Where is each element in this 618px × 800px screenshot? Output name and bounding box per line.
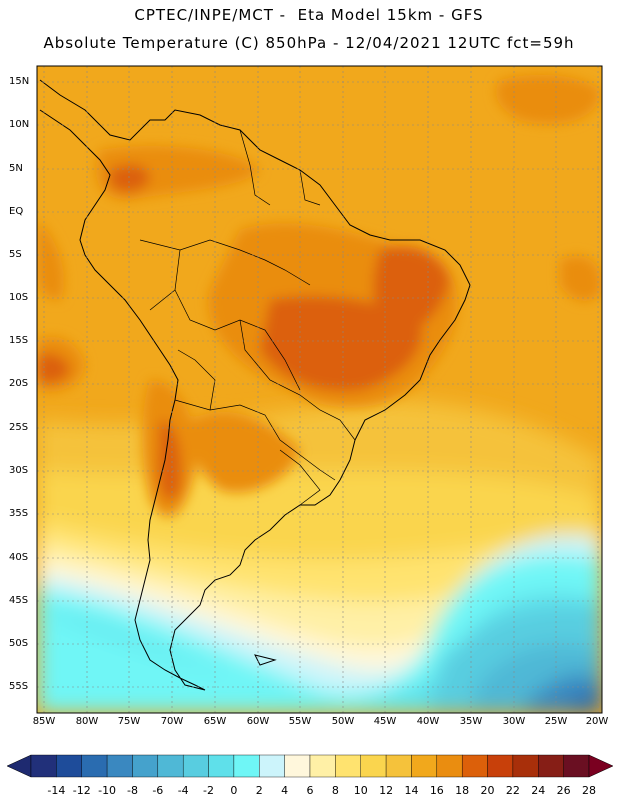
colorbar-tick-label: 10 (353, 784, 368, 797)
colorbar-tick-label: -6 (152, 784, 164, 797)
colorbar-low-arrow (6, 754, 32, 778)
title-line-2: Absolute Temperature (C) 850hPa - 12/04/… (43, 34, 575, 52)
lon-label: 65W (203, 716, 227, 727)
colorbar (6, 754, 614, 778)
lat-label: 45S (9, 595, 29, 606)
colorbar-swatch (30, 754, 57, 778)
colorbar-swatch (157, 754, 184, 778)
colorbar-tick-label: 18 (455, 784, 470, 797)
colorbar-swatch (538, 754, 564, 778)
colorbar-swatch (436, 754, 463, 778)
lat-label: 15S (9, 335, 29, 346)
colorbar-swatch (360, 754, 387, 778)
colorbar-tick-label: 26 (556, 784, 571, 797)
lat-label: EQ (9, 206, 24, 217)
lat-lon-grid (37, 66, 602, 713)
colorbar-tick-label: 2 (255, 784, 263, 797)
country-borders (139, 129, 356, 506)
colorbar-tick-label: 16 (429, 784, 444, 797)
colorbar-tick-label: -10 (98, 784, 117, 797)
lat-label: 55S (9, 681, 29, 692)
colorbar-tick-label: -14 (47, 784, 66, 797)
colorbar-swatch (106, 754, 133, 778)
lat-label: 40S (9, 552, 29, 563)
colorbar-tick-label: 4 (281, 784, 289, 797)
colorbar-tick-label: -2 (203, 784, 215, 797)
lat-label: 5N (9, 163, 23, 174)
colorbar-tick-label: -12 (72, 784, 91, 797)
lat-label: 15N (9, 76, 30, 87)
colorbar-swatch (563, 754, 590, 778)
colorbar-tick-label: 22 (505, 784, 520, 797)
colorbar-tick-label: 24 (531, 784, 546, 797)
colorbar-swatch (461, 754, 488, 778)
colorbar-swatch (284, 754, 311, 778)
colorbar-swatch (233, 754, 260, 778)
lon-label: 75W (117, 716, 141, 727)
colorbar-swatch (335, 754, 361, 778)
colorbar-swatch (56, 754, 82, 778)
colorbar-tick-label: 6 (306, 784, 314, 797)
lat-label: 5S (9, 249, 22, 260)
lon-label: 50W (331, 716, 355, 727)
lon-label: 35W (459, 716, 483, 727)
colorbar-swatch (81, 754, 108, 778)
lon-label: 60W (246, 716, 270, 727)
colorbar-swatch (182, 754, 209, 778)
lat-label: 50S (9, 638, 29, 649)
lon-label: 70W (160, 716, 184, 727)
colorbar-swatch (512, 754, 539, 778)
colorbar-tick-label: 20 (480, 784, 495, 797)
lat-label: 10N (9, 119, 30, 130)
colorbar-tick-label: 12 (379, 784, 394, 797)
temperature-field (37, 66, 602, 713)
colorbar-swatch (208, 754, 235, 778)
lon-label: 40W (416, 716, 440, 727)
lon-label: 30W (502, 716, 526, 727)
colorbar-swatch (385, 754, 412, 778)
lon-label: 85W (32, 716, 56, 727)
lon-label: 80W (75, 716, 99, 727)
lat-label: 25S (9, 422, 29, 433)
lon-label: 45W (373, 716, 397, 727)
lat-label: 10S (9, 292, 29, 303)
map-frame (36, 65, 603, 714)
colorbar-swatch (259, 754, 285, 778)
lon-label: 25W (544, 716, 568, 727)
lat-label: 35S (9, 508, 29, 519)
colorbar-swatch (411, 754, 438, 778)
colorbar-swatch (309, 754, 336, 778)
lat-label: 20S (9, 378, 29, 389)
colorbar-tick-label: 0 (230, 784, 238, 797)
lon-label: 20W (585, 716, 609, 727)
colorbar-swatch (132, 754, 159, 778)
colorbar-high-arrow (588, 754, 614, 778)
colorbar-tick-label: 28 (582, 784, 596, 797)
colorbar-tick-label: 8 (331, 784, 339, 797)
colorbar-swatch (487, 754, 514, 778)
colorbar-tick-label: -8 (126, 784, 138, 797)
colorbar-tick-label: -4 (177, 784, 189, 797)
lat-label: 30S (9, 465, 29, 476)
colorbar-tick-label: 14 (404, 784, 419, 797)
title-line-1: CPTEC/INPE/MCT - Eta Model 15km - GFS (134, 6, 484, 24)
lon-label: 55W (288, 716, 312, 727)
coastline (39, 79, 471, 691)
